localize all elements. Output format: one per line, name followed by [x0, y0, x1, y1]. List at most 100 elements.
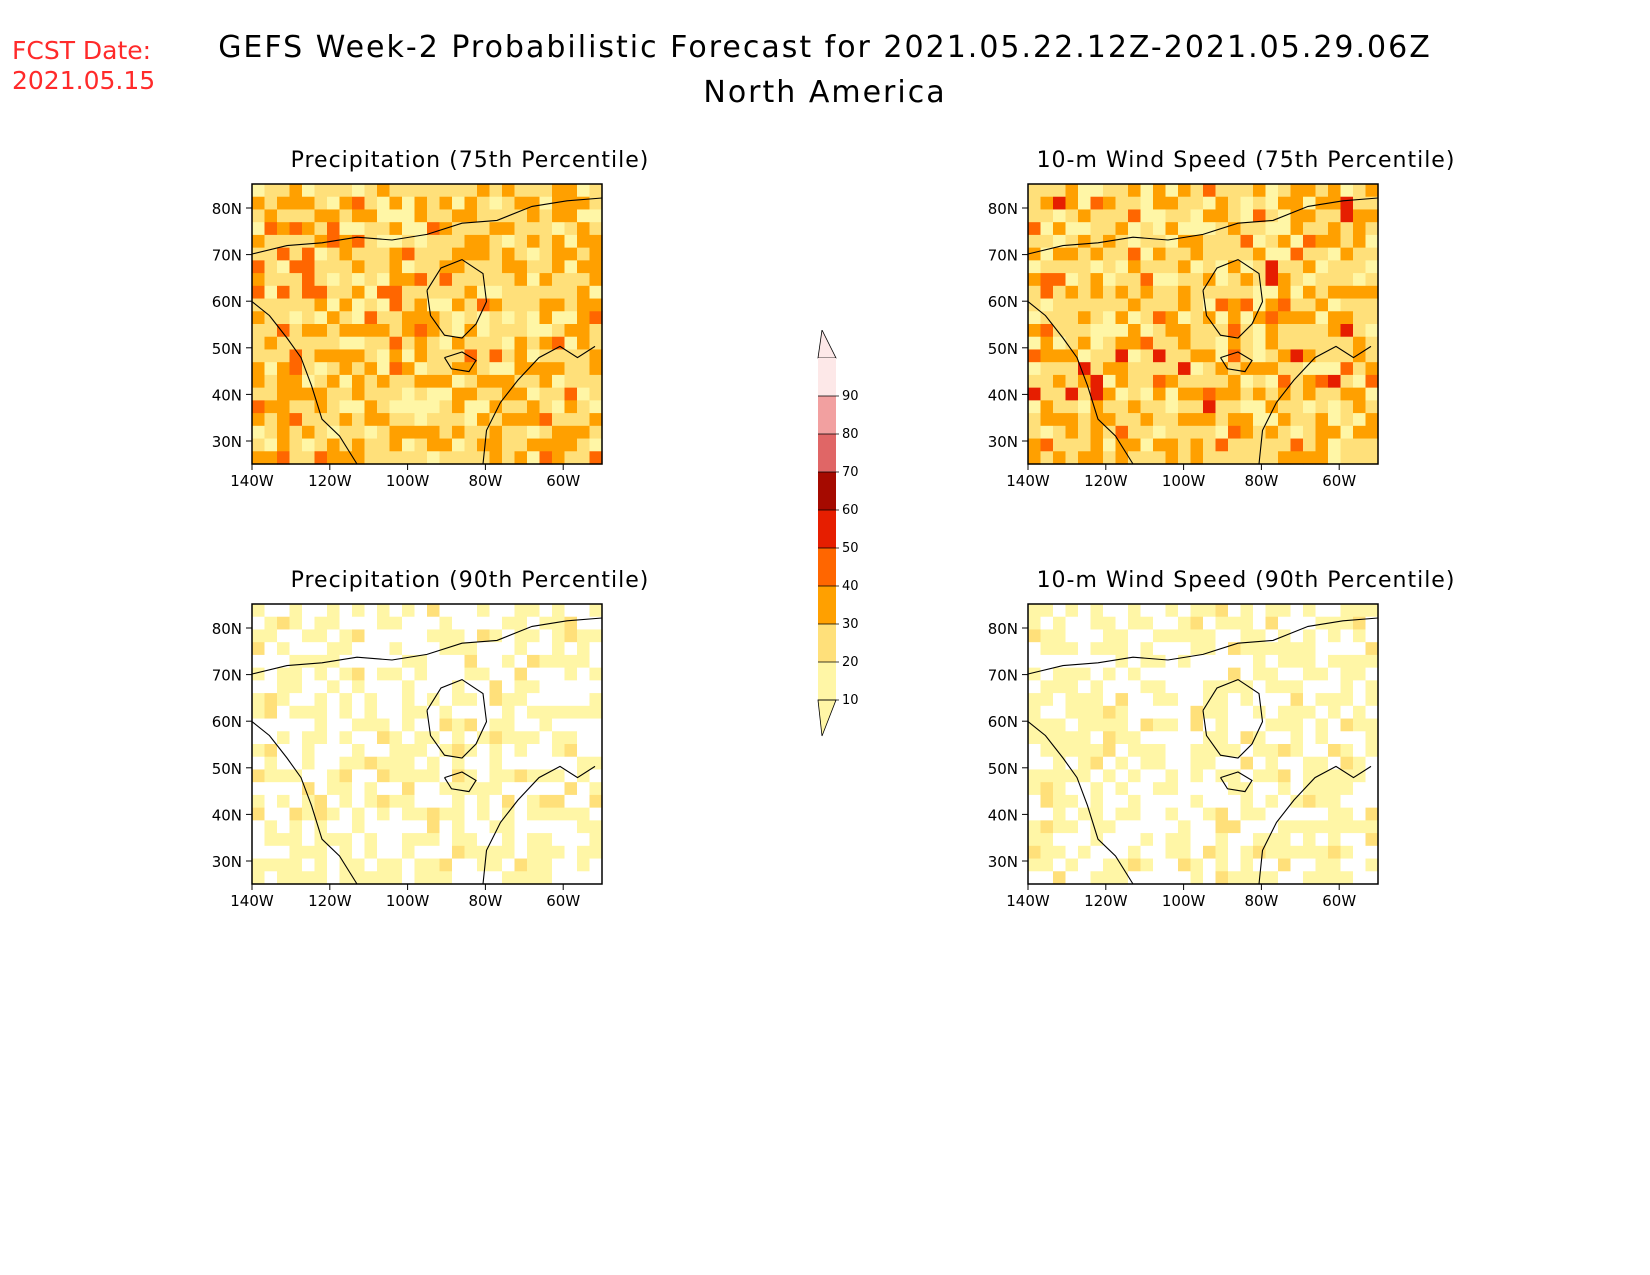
field-cell	[1315, 451, 1329, 465]
coastline	[1027, 617, 1379, 675]
field-cell	[452, 400, 466, 414]
field-cell	[1128, 871, 1142, 885]
field-cell	[527, 222, 541, 236]
field-cell	[1190, 833, 1204, 847]
field-cell	[264, 858, 278, 872]
field-cell	[564, 705, 578, 720]
field-cell	[1115, 858, 1129, 872]
field-cell	[464, 451, 478, 465]
field-cell	[1290, 260, 1304, 274]
field-cell	[1065, 782, 1079, 796]
field-cell	[1065, 871, 1079, 885]
field-cell	[339, 782, 353, 796]
field-cell	[352, 222, 366, 236]
field-cell	[1340, 451, 1354, 465]
field-cell	[1328, 871, 1342, 885]
field-cell	[302, 731, 316, 745]
field-cell	[1353, 744, 1367, 758]
field-cell	[1290, 756, 1304, 771]
field-cell	[1115, 425, 1129, 440]
field-cell	[1028, 629, 1042, 643]
field-cell	[1103, 184, 1117, 198]
field-cell	[452, 413, 466, 427]
field-cell	[1290, 196, 1304, 211]
field-cell	[377, 693, 391, 707]
field-cell	[589, 616, 603, 631]
field-cell	[1228, 247, 1242, 261]
field-cell	[464, 222, 478, 236]
field-cell	[477, 820, 491, 834]
field-cell	[1053, 247, 1067, 261]
lon-tick-label: 140W	[230, 472, 274, 490]
field-cell	[1240, 413, 1254, 427]
field-cell	[364, 680, 378, 694]
field-cell	[1215, 616, 1229, 631]
field-cell	[252, 336, 266, 351]
field-cell	[314, 820, 328, 834]
field-cell	[1115, 820, 1129, 834]
field-cell	[339, 858, 353, 872]
field-cell	[1328, 196, 1342, 211]
field-cell	[277, 820, 291, 834]
field-cell	[252, 642, 266, 656]
field-cell	[464, 693, 478, 707]
field-cell	[402, 336, 416, 351]
field-cell	[1228, 629, 1242, 643]
field-cell	[414, 718, 428, 732]
field-cell	[364, 438, 378, 452]
field-cell	[264, 693, 278, 707]
field-cell	[1178, 718, 1192, 732]
field-cell	[1228, 871, 1242, 885]
field-cell	[1365, 209, 1379, 223]
field-cell	[1053, 324, 1067, 338]
field-cell	[1178, 782, 1192, 796]
field-cell	[1103, 247, 1117, 261]
field-cell	[289, 629, 303, 643]
field-cell	[439, 667, 453, 681]
field-cell	[414, 858, 428, 872]
field-cell	[1240, 845, 1254, 860]
field-cell	[1165, 324, 1179, 338]
field-cell	[489, 871, 503, 885]
field-cell	[389, 362, 403, 376]
field-cell	[277, 349, 291, 363]
field-cell	[1065, 247, 1079, 261]
field-cell	[1040, 400, 1054, 414]
field-cell	[589, 794, 603, 809]
field-cell	[427, 400, 441, 414]
field-cell	[1203, 324, 1217, 338]
field-cell	[1290, 349, 1304, 363]
field-cell	[377, 629, 391, 643]
field-cell	[1303, 629, 1317, 643]
field-cell	[1103, 731, 1117, 745]
field-cell	[1140, 629, 1154, 643]
field-cell	[1090, 260, 1104, 274]
field-cell	[1190, 642, 1204, 656]
field-cell	[252, 387, 266, 401]
field-cell	[589, 222, 603, 236]
field-cell	[1340, 718, 1354, 732]
field-cell	[1253, 782, 1267, 796]
field-cell	[1140, 209, 1154, 223]
field-cell	[1065, 642, 1079, 656]
field-cell	[352, 298, 366, 312]
field-cell	[539, 731, 553, 745]
field-cell	[1190, 871, 1204, 885]
field-cell	[1365, 833, 1379, 847]
field-cell	[1153, 845, 1167, 860]
field-cell	[1103, 782, 1117, 796]
field-cell	[402, 184, 416, 198]
field-cell	[589, 349, 603, 363]
field-cell	[252, 362, 266, 376]
field-cell	[1215, 756, 1229, 771]
field-cell	[327, 667, 341, 681]
field-cell	[1265, 184, 1279, 198]
field-cell	[1228, 413, 1242, 427]
field-cell	[527, 718, 541, 732]
field-cell	[577, 425, 591, 440]
field-cell	[1090, 858, 1104, 872]
field-cell	[1053, 362, 1067, 376]
field-cell	[527, 680, 541, 694]
field-cell	[1278, 718, 1292, 732]
field-cell	[539, 222, 553, 236]
